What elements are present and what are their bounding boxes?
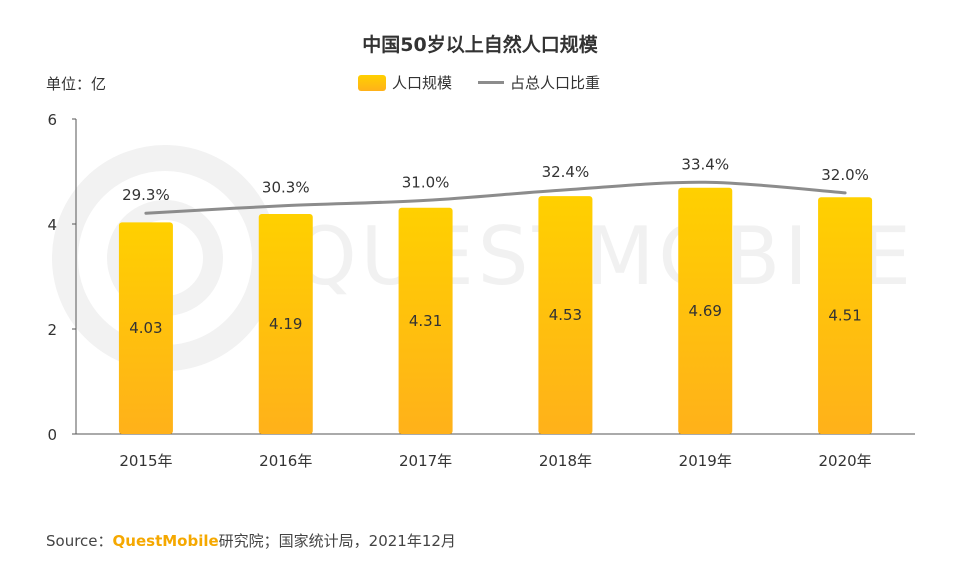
bar-value-label: 4.19 (269, 315, 302, 333)
x-tick-label: 2019年 (679, 452, 732, 470)
bar (258, 214, 313, 434)
line-value-label: 32.4% (542, 163, 590, 181)
line-value-label: 32.0% (821, 166, 869, 184)
line-value-label: 30.3% (262, 179, 310, 197)
bar (538, 196, 593, 434)
line-series (144, 180, 847, 215)
bar-value-label: 4.51 (828, 307, 861, 325)
share-line (144, 180, 847, 215)
y-tick-label: 4 (47, 216, 57, 234)
unit-label: 单位：亿 (46, 75, 107, 93)
source-footer: Source：QuestMobile研究院；国家统计局，2021年12月 (46, 530, 456, 551)
brand-name: QuestMobile (112, 532, 219, 550)
chart-title: 中国50岁以上自然人口规模 (362, 34, 598, 56)
bar-value-label: 4.69 (689, 302, 722, 320)
watermark-text: QUESTMOBILE (294, 210, 915, 303)
source-label: Source： (46, 532, 113, 550)
y-tick-label: 0 (47, 426, 57, 444)
bar-value-label: 4.03 (129, 319, 162, 337)
legend-bar-swatch (358, 74, 386, 91)
x-tick-label: 2015年 (119, 452, 172, 470)
bar-value-label: 4.31 (409, 312, 442, 330)
legend-line-label: 占总人口比重 (510, 74, 601, 92)
legend-bar-label: 人口规模 (392, 74, 453, 92)
line-value-label: 29.3% (122, 186, 170, 204)
source-text: 研究院；国家统计局，2021年12月 (218, 532, 456, 550)
bar (118, 222, 173, 434)
axes: 0 2 4 6 2015年 2016年 2017年 2018年 2019年 2020年 (47, 111, 915, 470)
x-tick-label: 2017年 (399, 452, 452, 470)
x-tick-label: 2016年 (259, 452, 312, 470)
y-tick-label: 6 (47, 111, 57, 129)
x-tick-label: 2020年 (818, 452, 871, 470)
bar-value-label: 4.53 (549, 306, 582, 324)
line-value-label: 33.4% (681, 155, 729, 173)
bar (398, 207, 453, 434)
x-tick-label: 2018年 (539, 452, 592, 470)
legend: 人口规模 占总人口比重 (358, 72, 600, 93)
y-tick-label: 2 (47, 321, 57, 339)
line-value-label: 31.0% (402, 173, 450, 191)
bar-series (118, 187, 873, 434)
bar (818, 197, 873, 434)
legend-line-swatch (478, 81, 505, 84)
bar (678, 187, 733, 434)
data-labels: 4.03 4.19 4.31 4.53 4.69 4.51 29.3% 30.3% 31.0% 3… (122, 155, 869, 337)
